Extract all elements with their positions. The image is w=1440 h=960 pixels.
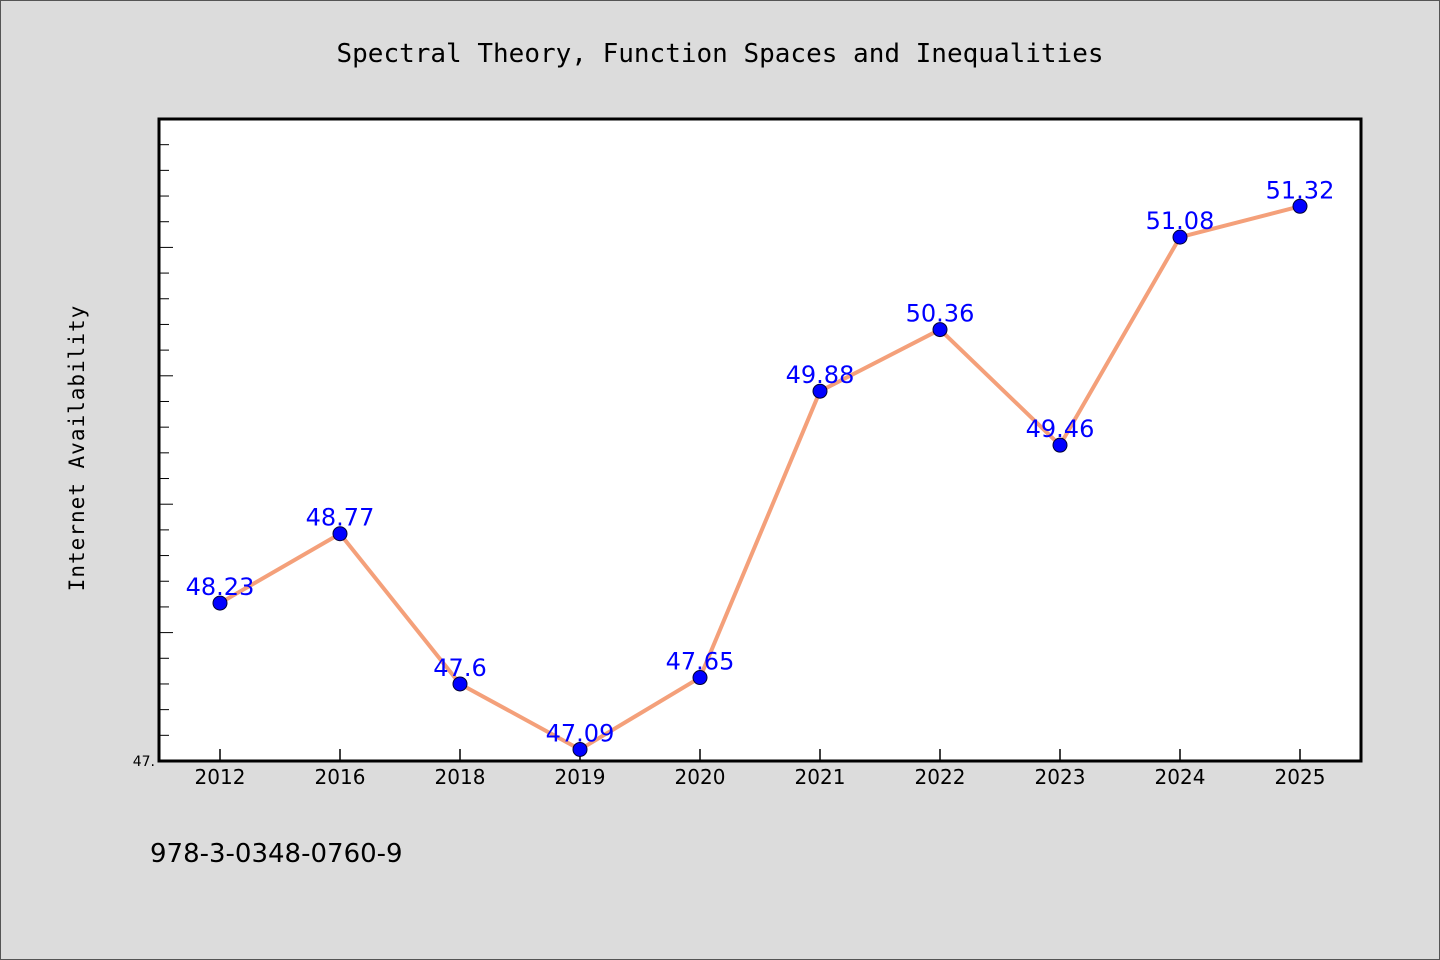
x-tick-label: 2021 — [795, 765, 846, 789]
data-labels: 48.23 48.77 47.6 47.09 47.65 49.88 50.36 49.46 5… — [186, 176, 1335, 747]
x-tick-label: 2020 — [675, 765, 726, 789]
data-point — [812, 383, 828, 399]
data-label: 47.09 — [546, 719, 615, 747]
x-tick-label: 2016 — [315, 765, 366, 789]
y-axis-label: Internet Availability — [65, 305, 89, 592]
x-tick-label: 2025 — [1275, 765, 1326, 789]
x-tick-label: 2012 — [195, 765, 246, 789]
x-tick-label: 2022 — [915, 765, 966, 789]
data-point — [1052, 437, 1068, 453]
data-point — [1172, 229, 1188, 245]
isbn-label: 978-3-0348-0760-9 — [150, 839, 403, 869]
x-tick-label: 2018 — [435, 765, 486, 789]
plot-border — [157, 117, 1363, 763]
data-point — [692, 670, 708, 686]
x-tick-label: 2024 — [1155, 765, 1206, 789]
data-point — [572, 741, 588, 757]
x-axis-ticks — [219, 749, 1301, 761]
data-label: 48.77 — [306, 504, 375, 532]
data-label: 48.23 — [186, 573, 255, 601]
data-point — [212, 595, 228, 611]
data-point — [332, 526, 348, 542]
data-point — [1292, 198, 1308, 214]
chart-title: Spectral Theory, Function Spaces and Ine… — [336, 39, 1103, 69]
data-label: 50.36 — [906, 300, 975, 328]
data-point — [932, 322, 948, 338]
series-line — [218, 204, 1301, 752]
data-markers — [212, 198, 1308, 757]
data-label: 49.46 — [1026, 415, 1095, 443]
data-label: 47.65 — [666, 648, 735, 676]
data-point — [452, 676, 468, 692]
x-tick-label: 2023 — [1035, 765, 1086, 789]
y-axis-tick-labels: 47. — [133, 754, 155, 770]
x-tick-label: 2019 — [555, 765, 606, 789]
data-label: 49.88 — [786, 361, 855, 389]
x-axis-tick-labels: 2012 2016 2018 2019 2020 2021 2022 2023 2024 2025 — [195, 765, 1326, 789]
plot-area — [159, 119, 1361, 761]
data-label: 51.08 — [1146, 207, 1215, 235]
data-label: 51.32 — [1266, 176, 1335, 204]
data-label: 47.6 — [433, 654, 486, 682]
y-tick-label: 47. — [133, 754, 155, 770]
y-axis-ticks — [159, 118, 173, 762]
